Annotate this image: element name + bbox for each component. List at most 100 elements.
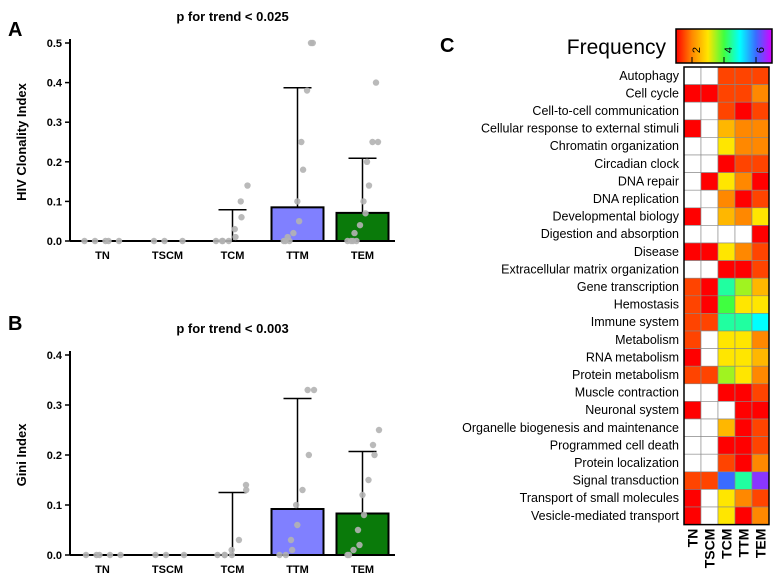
heatmap-row-label: Protein localization (574, 456, 679, 470)
data-point (353, 237, 360, 245)
data-point (360, 198, 367, 205)
heatmap-cell (683, 260, 702, 279)
heatmap-cell (717, 189, 736, 209)
heatmap-row-label: Immune system (591, 315, 679, 329)
heatmap-cell (683, 453, 702, 473)
heatmap-cell (734, 225, 753, 244)
heatmap-cell (683, 506, 702, 525)
heatmap-cell (734, 313, 753, 332)
data-point (96, 551, 103, 559)
data-point (232, 233, 239, 241)
heatmap-cell (700, 260, 719, 279)
heatmap-row-label: Metabolism (615, 333, 679, 347)
heatmap-cell (700, 242, 719, 261)
data-point (221, 551, 228, 559)
heatmap-cell (700, 471, 719, 490)
heatmap-cell (700, 101, 719, 121)
data-point (365, 182, 373, 189)
heatmap-cell (700, 189, 719, 209)
heatmap-cell (751, 242, 770, 261)
heatmap-cell (751, 189, 770, 209)
data-point (287, 536, 295, 544)
heatmap-cell (683, 277, 702, 297)
data-point (304, 386, 311, 394)
heatmap-cell (717, 453, 736, 473)
heatmap-cell (734, 154, 753, 173)
data-point (299, 486, 306, 494)
y-axis-title: Gini Index (14, 423, 29, 487)
heatmap-cell (717, 84, 736, 103)
heatmap-cell (751, 207, 770, 226)
heatmap-cell (734, 471, 753, 490)
heatmap-cell (700, 489, 719, 508)
data-point (305, 451, 313, 459)
data-point (152, 551, 159, 559)
heatmap-cell (751, 137, 770, 156)
heatmap-cell (700, 383, 719, 402)
heatmap-cell (734, 295, 753, 314)
heatmap-cell (717, 277, 736, 297)
heatmap-cell (700, 277, 719, 297)
heatmap-cell (700, 172, 719, 191)
data-point (351, 229, 358, 237)
heatmap-cell (717, 348, 736, 367)
heatmap-cell (717, 295, 736, 314)
heatmap-cell (683, 154, 702, 173)
heatmap-cell (751, 154, 770, 173)
heatmap-column-label: TEM (753, 529, 769, 559)
legend-tick-label: 6 (755, 47, 767, 53)
data-point (298, 138, 305, 146)
y-tick-label: 0.4 (47, 350, 63, 362)
heatmap-row-label: Cellular response to external stimuli (481, 122, 679, 136)
heatmap-row-label: Cell cycle (626, 86, 680, 100)
data-point (235, 536, 243, 544)
heatmap-row-label: Transport of small molecules (520, 491, 679, 505)
heatmap-column-label: TTM (736, 529, 752, 558)
heatmap-cell (734, 242, 753, 261)
data-point (374, 138, 382, 146)
data-point (237, 198, 244, 205)
y-tick-label: 0.3 (47, 400, 62, 412)
data-point (106, 551, 114, 559)
x-tick-label: TEM (351, 564, 374, 576)
x-tick-label: TTM (286, 250, 309, 262)
data-point (359, 491, 366, 499)
heatmap-column-label: TN (685, 529, 701, 548)
heatmap-cell (683, 242, 702, 261)
heatmap-row-label: Gene transcription (577, 280, 679, 294)
panel-label-b: B (8, 313, 22, 335)
heatmap-cell (717, 207, 736, 226)
data-point (362, 210, 369, 217)
y-tick-label: 0.4 (47, 78, 63, 90)
heatmap-cell (700, 418, 719, 437)
heatmap-cell (734, 489, 753, 508)
heatmap-cell (734, 101, 753, 121)
bar-tem (335, 512, 390, 556)
panel-label-c: C (440, 35, 454, 57)
heatmap-column-label: TSCM (702, 529, 718, 569)
heatmap-border (683, 66, 770, 526)
heatmap-cell (751, 225, 770, 244)
heatmap-column-label: TCM (719, 529, 735, 559)
heatmap-row-label: Vesicle-mediated transport (531, 509, 680, 523)
heatmap-cell (751, 172, 770, 191)
heatmap-row-label: Chromatin organization (550, 139, 679, 153)
heatmap-cell (683, 313, 702, 332)
heatmap-row-label: Cell-to-cell communication (532, 104, 679, 118)
heatmap-cell (717, 383, 736, 402)
heatmap-cell (700, 401, 719, 420)
legend-title: Frequency (567, 36, 667, 59)
heatmap-cell (751, 330, 770, 349)
data-point (292, 501, 300, 509)
heatmap-row-label: Protein metabolism (572, 368, 679, 382)
data-point (369, 138, 376, 146)
heatmap-cell (717, 260, 736, 279)
data-point (115, 237, 123, 245)
heatmap-cell (717, 401, 736, 420)
data-point (244, 182, 251, 189)
heatmap-cell (700, 295, 719, 314)
x-tick-label: TCM (221, 250, 245, 262)
bar-ttm (270, 206, 325, 242)
heatmap-panel-c: Frequency 2 4 6 Autophagy Cell cycle Cell-to-c… (462, 28, 773, 569)
y-tick-label: 0.2 (47, 450, 62, 462)
